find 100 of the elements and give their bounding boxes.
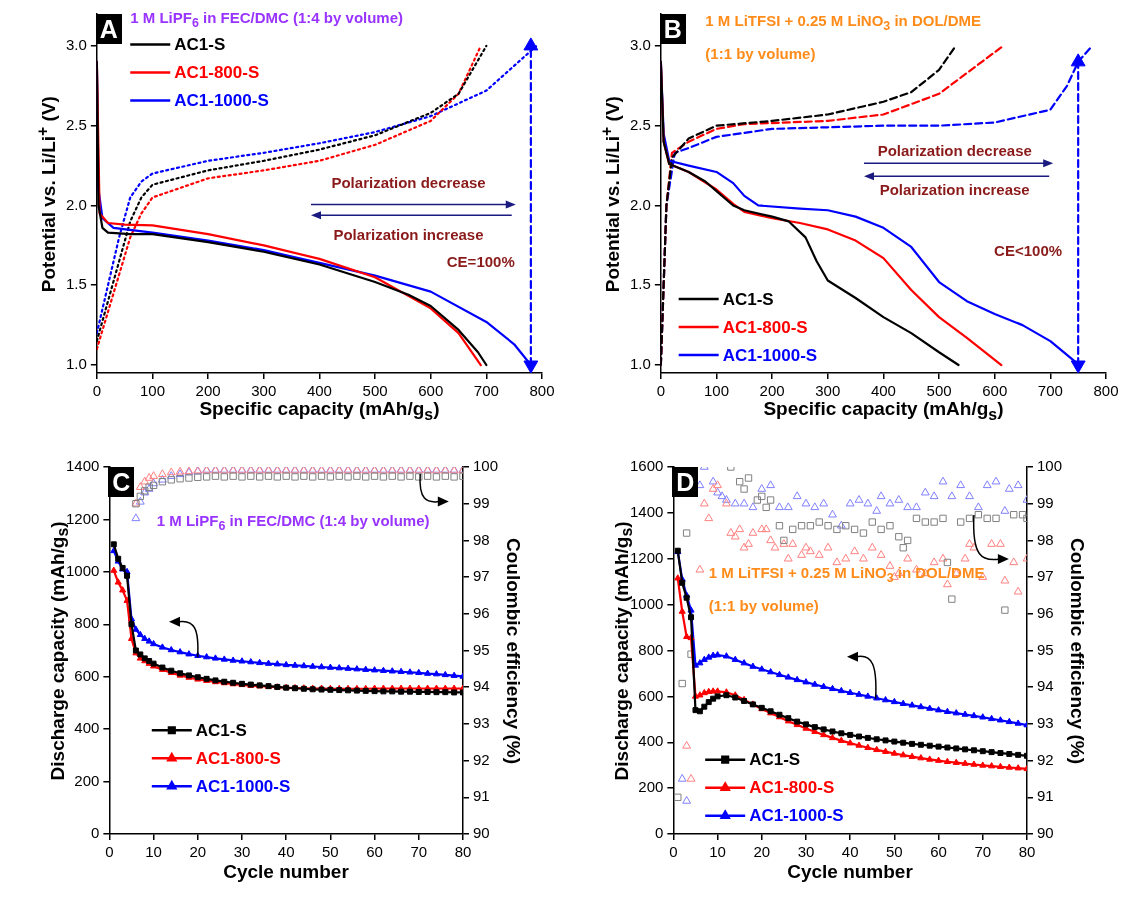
x-tick-label: 200 [195, 382, 221, 400]
x-tick-label: 500 [926, 382, 952, 400]
annotation: 1 M LiPF$_{6}$ in FEC/DMC (1:4 by volume) [156, 511, 430, 533]
x-tick-label: 400 [306, 382, 332, 400]
y-tick-label: 1.0 [629, 355, 651, 373]
legend-label: AC1-S [174, 35, 226, 55]
y2-tick-label: 94 [1036, 677, 1054, 695]
x-tick-label: 500 [362, 382, 388, 400]
y2-axis-title: Coulombic efficiency (%) [501, 537, 524, 764]
x-axis-title: Specific capacity (mAh/g$_{s}$) [199, 398, 440, 424]
annotation: Polarization decrease [331, 174, 486, 192]
y2-tick-label: 90 [1036, 824, 1054, 842]
y2-tick-label: 98 [1036, 530, 1054, 548]
y2-tick-label: 95 [472, 640, 490, 658]
x-tick-label: 20 [189, 843, 207, 861]
legend-label: AC1-800-S [174, 63, 260, 83]
text: 1 M LiTFSI + 0.25 M LiNO$_{3}$ in DOL/DME (1:1 by volume) [708, 563, 985, 614]
x-axis-title: Specific capacity (mAh/g$_{s}$) [763, 398, 1004, 424]
y-tick-label: 1400 [65, 457, 100, 475]
annotation: 1 M LiPF$_{6}$ in FEC/DMC (1:4 by volume) [130, 8, 404, 30]
y-tick-label: 2.0 [65, 195, 87, 213]
legend-label: AC1-S [749, 750, 801, 770]
y-tick-label: 1200 [629, 548, 664, 566]
x-tick-label: 300 [815, 382, 841, 400]
x-tick-label: 300 [251, 382, 277, 400]
annotation: Polarization increase [333, 226, 484, 244]
y2-tick-label: 99 [1036, 493, 1054, 511]
annotation: Polarization decrease [877, 141, 1032, 159]
y2-tick-label: 93 [1036, 714, 1054, 732]
y-tick-label: 800 [638, 640, 664, 658]
y-tick-label: 3.0 [65, 36, 87, 54]
y2-tick-label: 99 [472, 493, 490, 511]
y2-tick-label: 97 [472, 567, 490, 585]
x-tick-label: 200 [759, 382, 785, 400]
x-tick-label: 0 [669, 843, 678, 861]
x-tick-label: 600 [982, 382, 1008, 400]
y-tick-label: 2.5 [65, 115, 87, 133]
y2-tick-label: 90 [472, 824, 490, 842]
text: 1 M LiTFSI + 0.25 M LiNO$_{3}$ in DOL/DME (1:1 by volume) [705, 11, 982, 62]
annotation: CE<100% [994, 242, 1063, 260]
legend-label: AC1-S [722, 289, 774, 309]
y-tick-label: 1600 [629, 457, 664, 475]
legend-label: AC1-1000-S [722, 345, 818, 365]
y2-tick-label: 98 [472, 530, 490, 548]
legend-label: AC1-800-S [195, 748, 281, 768]
y2-tick-label: 97 [1036, 567, 1054, 585]
y2-tick-label: 91 [1036, 787, 1054, 805]
y-tick-label: 0 [655, 824, 664, 842]
x-tick-label: 700 [1037, 382, 1063, 400]
legend-label: AC1-S [195, 720, 247, 740]
x-tick-label: 70 [410, 843, 428, 861]
x-tick-label: 50 [886, 843, 903, 861]
y-tick-label: 200 [638, 778, 664, 796]
annotation: A [95, 14, 122, 44]
y-tick-label: 0 [91, 824, 100, 842]
annotation: Polarization increase [879, 181, 1030, 199]
x-tick-label: 800 [529, 382, 555, 400]
y-tick-label: 800 [74, 614, 100, 632]
annotation: B [659, 14, 686, 44]
annotation: C [108, 467, 135, 497]
y-tick-label: 1000 [65, 562, 100, 579]
x-tick-label: 400 [870, 382, 896, 400]
y2-tick-label: 100 [472, 457, 498, 475]
x-axis-title: Cycle number [787, 861, 913, 883]
y2-tick-label: 95 [1036, 640, 1054, 658]
x-tick-label: 60 [930, 843, 947, 861]
y2-tick-label: 94 [472, 677, 490, 695]
x-tick-label: 100 [703, 382, 730, 400]
x-tick-label: 800 [1093, 382, 1119, 400]
y-tick-label: 600 [638, 686, 664, 704]
x-tick-label: 0 [105, 843, 114, 861]
legend-label: AC1-800-S [749, 778, 835, 798]
x-tick-label: 50 [322, 843, 339, 861]
legend-label: AC1-1000-S [749, 806, 844, 826]
y-tick-label: 400 [74, 719, 100, 737]
x-tick-label: 600 [418, 382, 444, 400]
y2-tick-label: 92 [472, 750, 490, 768]
x-tick-label: 70 [974, 843, 992, 861]
y2-tick-label: 100 [1036, 457, 1062, 475]
y-tick-label: 600 [74, 666, 100, 684]
y-tick-label: 2.5 [629, 115, 651, 133]
y2-tick-label: 96 [1036, 603, 1054, 621]
x-tick-label: 100 [139, 382, 166, 400]
x-tick-label: 10 [145, 843, 162, 861]
x-tick-label: 30 [797, 843, 815, 861]
x-tick-label: 20 [753, 843, 771, 861]
y2-tick-label: 92 [1036, 750, 1054, 768]
legend-label: AC1-800-S [722, 317, 808, 337]
x-tick-label: 40 [277, 843, 295, 861]
y2-tick-label: 93 [472, 714, 490, 732]
x-axis-title: Cycle number [223, 861, 349, 883]
x-tick-label: 60 [366, 843, 383, 861]
y2-tick-label: 91 [472, 787, 490, 805]
legend-label: AC1-1000-S [174, 91, 269, 111]
x-tick-label: 10 [709, 843, 726, 861]
y2-axis-title: Coulombic efficiency (%) [1065, 537, 1088, 764]
y-tick-label: 1.0 [65, 355, 87, 373]
x-tick-label: 80 [454, 843, 472, 861]
x-tick-label: 30 [233, 843, 251, 861]
x-tick-label: 80 [1018, 843, 1036, 861]
